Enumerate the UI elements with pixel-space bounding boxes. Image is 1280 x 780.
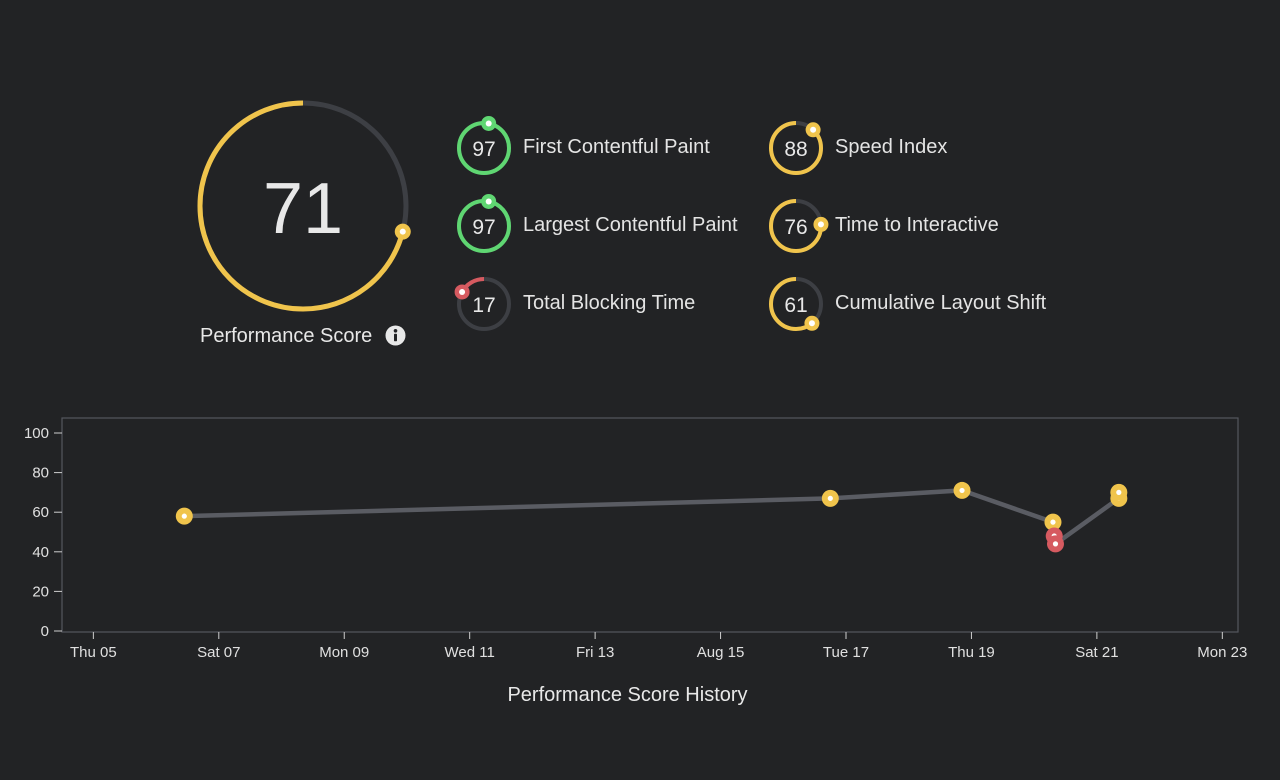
- metric-gauge-arc: [457, 277, 511, 331]
- metric-score-lcp: 97: [472, 216, 495, 239]
- chart-plot-area: [61, 417, 1239, 633]
- performance-gauge: 71: [197, 100, 411, 312]
- x-tick-label: Mon 23: [1197, 644, 1247, 661]
- metric-gauge-knob-dot: [485, 120, 492, 127]
- metric-score-tti: 76: [784, 216, 807, 239]
- history-series-line: [182, 488, 1122, 547]
- history-point-center: [181, 513, 187, 519]
- y-tick-label: 40: [32, 544, 49, 561]
- history-point[interactable]: [1044, 513, 1062, 531]
- metric-score-fcp: 97: [472, 138, 495, 161]
- history-point[interactable]: [1046, 535, 1064, 553]
- history-point-center: [827, 495, 833, 501]
- metric-gauge-si: 88: [769, 121, 823, 175]
- metric-gauge-tbt: 17: [454, 277, 511, 331]
- metric-gauge-knob-dot: [459, 288, 466, 295]
- x-tick-label: Mon 09: [319, 644, 369, 661]
- history-point[interactable]: [953, 481, 971, 499]
- metric-gauge-lcp: 97: [457, 193, 511, 253]
- metric-label-lcp: Largest Contentful Paint: [523, 214, 738, 236]
- metric-gauge-fcp: 97: [457, 115, 511, 175]
- performance-gauge-arc: [197, 100, 409, 312]
- metric-label-tti: Time to Interactive: [835, 214, 999, 236]
- metric-gauge-arc: [769, 277, 823, 331]
- x-tick-label: Thu 05: [70, 644, 117, 661]
- chart-title: Performance Score History: [507, 684, 748, 706]
- x-tick-label: Thu 19: [948, 644, 995, 661]
- metric-label-cls: Cumulative Layout Shift: [835, 292, 1047, 314]
- y-tick-label: 0: [41, 623, 49, 640]
- metric-gauge-knob-dot: [808, 320, 815, 327]
- metric-gauge-knob-dot: [485, 198, 492, 205]
- y-tick-label: 20: [32, 583, 49, 600]
- y-tick-label: 80: [32, 465, 49, 482]
- x-tick-label: Fri 13: [576, 644, 614, 661]
- metric-score-si: 88: [784, 138, 807, 161]
- metric-label-fcp: First Contentful Paint: [523, 136, 710, 158]
- x-tick-label: Tue 17: [823, 644, 869, 661]
- x-tick-label: Sat 07: [197, 644, 240, 661]
- x-tick-label: Wed 11: [445, 644, 495, 661]
- metric-gauge-knob-dot: [817, 221, 824, 228]
- performance-score-label: Performance Score: [200, 325, 373, 347]
- metric-score-tbt: 17: [472, 294, 495, 317]
- performance-history-chart: 0 20 40 60 80 100 Thu 05 Sat 07 Mon 09 Wed 11 Fri …: [24, 417, 1247, 661]
- metric-gauge-knob-dot: [810, 126, 817, 133]
- metric-label-si: Speed Index: [835, 136, 948, 158]
- history-point-center: [1116, 489, 1122, 495]
- history-point[interactable]: [1110, 483, 1128, 501]
- y-tick-label: 60: [32, 504, 49, 521]
- metric-gauge-tti: 76: [769, 199, 829, 253]
- history-point-center: [1052, 541, 1059, 547]
- history-point[interactable]: [821, 489, 839, 507]
- performance-gauge-knob-dot: [399, 228, 406, 235]
- metric-score-cls: 61: [784, 294, 807, 317]
- history-point-center: [1050, 519, 1056, 525]
- y-tick-label: 100: [24, 425, 49, 442]
- x-tick-label: Sat 21: [1075, 644, 1118, 661]
- performance-score-value: 71: [263, 169, 343, 249]
- metric-label-tbt: Total Blocking Time: [523, 292, 696, 314]
- info-icon[interactable]: [385, 325, 406, 346]
- history-point[interactable]: [175, 507, 193, 525]
- history-point-center: [959, 487, 965, 494]
- x-tick-label: Aug 15: [697, 644, 745, 661]
- metric-gauge-arc: [769, 121, 823, 175]
- metric-gauge-cls: 61: [769, 277, 823, 331]
